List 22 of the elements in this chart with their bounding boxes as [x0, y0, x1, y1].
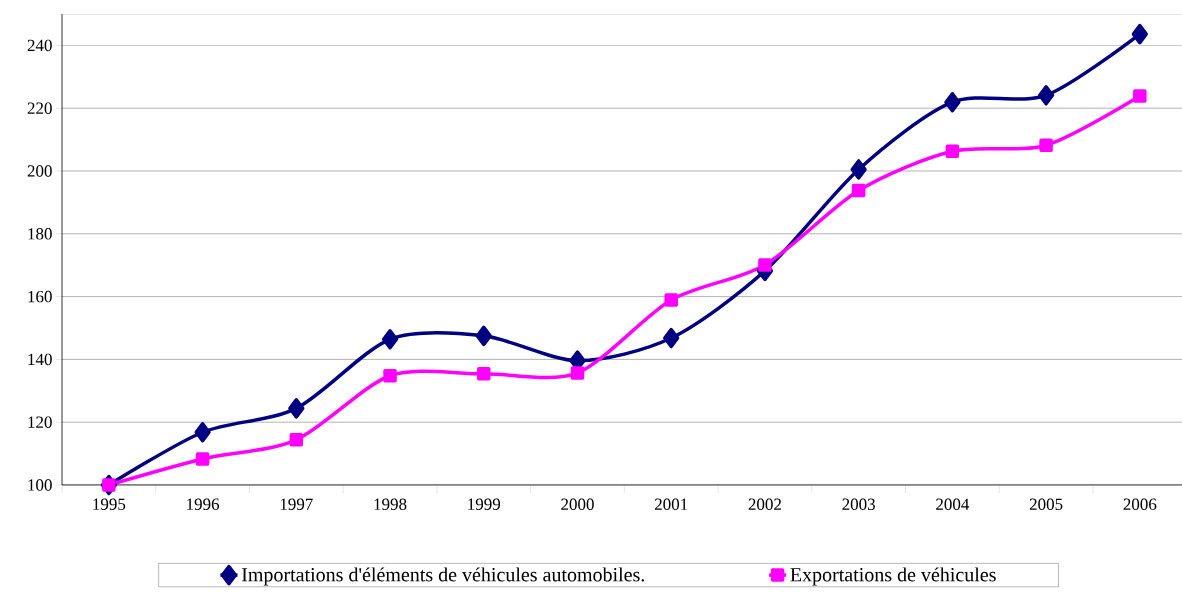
x-tick-label: 2002	[748, 498, 781, 511]
x-tick-label: 2001	[654, 498, 688, 511]
x-tick-label: 2000	[561, 498, 594, 511]
x-tick-label: 2006	[1123, 498, 1157, 511]
x-tick-label: 2003	[842, 498, 875, 511]
x-tick-label: 1998	[374, 498, 407, 511]
y-tick-label: 140	[28, 353, 52, 366]
x-tick-label: 2004	[936, 498, 970, 511]
x-tick-label: 1997	[280, 498, 313, 510]
y-tick-label: 100	[28, 479, 52, 491]
legend-label: Exportations de véhicules	[790, 567, 996, 586]
y-tick-label: 120	[28, 416, 52, 428]
y-tick-label: 160	[28, 290, 52, 303]
x-tick-label: 1999	[468, 498, 501, 510]
y-tick-label: 240	[27, 39, 52, 52]
x-tick-label: 1995	[93, 498, 126, 510]
y-tick-label: 200	[27, 165, 52, 177]
y-tick-label: 180	[28, 228, 52, 240]
y-tick-label: 220	[27, 102, 52, 114]
x-tick-label: 2005	[1029, 498, 1063, 511]
legend-label: Importations d'éléments de véhicules automobiles.	[241, 567, 645, 586]
x-tick-label: 1996	[187, 498, 220, 510]
